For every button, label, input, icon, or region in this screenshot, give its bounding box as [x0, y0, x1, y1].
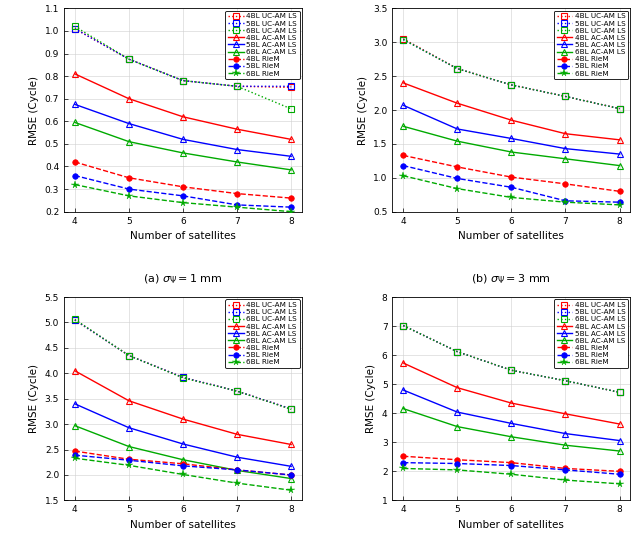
Y-axis label: RMSE (Cycle): RMSE (Cycle) — [366, 364, 376, 433]
X-axis label: Number of satellites: Number of satellites — [458, 520, 564, 530]
Legend: 4BL UC-AM LS, 5BL UC-AM LS, 6BL UC-AM LS, 4BL AC-AM LS, 5BL AC-AM LS, 6BL AC-AM : 4BL UC-AM LS, 5BL UC-AM LS, 6BL UC-AM LS… — [225, 11, 300, 80]
Legend: 4BL UC-AM LS, 5BL UC-AM LS, 6BL UC-AM LS, 4BL AC-AM LS, 5BL AC-AM LS, 6BL AC-AM : 4BL UC-AM LS, 5BL UC-AM LS, 6BL UC-AM LS… — [225, 299, 300, 368]
Legend: 4BL UC-AM LS, 5BL UC-AM LS, 6BL UC-AM LS, 4BL AC-AM LS, 5BL AC-AM LS, 6BL AC-AM : 4BL UC-AM LS, 5BL UC-AM LS, 6BL UC-AM LS… — [554, 11, 628, 80]
X-axis label: Number of satellites: Number of satellites — [130, 520, 236, 530]
Y-axis label: RMSE (Cycle): RMSE (Cycle) — [29, 76, 39, 145]
X-axis label: Number of satellites: Number of satellites — [458, 231, 564, 241]
Text: (a) $\sigma_{\Psi} = 1$ mm: (a) $\sigma_{\Psi} = 1$ mm — [143, 272, 223, 286]
Text: (b) $\sigma_{\Psi} = 3$ mm: (b) $\sigma_{\Psi} = 3$ mm — [472, 272, 551, 286]
Legend: 4BL UC-AM LS, 5BL UC-AM LS, 6BL UC-AM LS, 4BL AC-AM LS, 5BL AC-AM LS, 6BL AC-AM : 4BL UC-AM LS, 5BL UC-AM LS, 6BL UC-AM LS… — [554, 299, 628, 368]
Y-axis label: RMSE (Cycle): RMSE (Cycle) — [29, 364, 39, 433]
Y-axis label: RMSE (Cycle): RMSE (Cycle) — [358, 76, 367, 145]
X-axis label: Number of satellites: Number of satellites — [130, 231, 236, 241]
